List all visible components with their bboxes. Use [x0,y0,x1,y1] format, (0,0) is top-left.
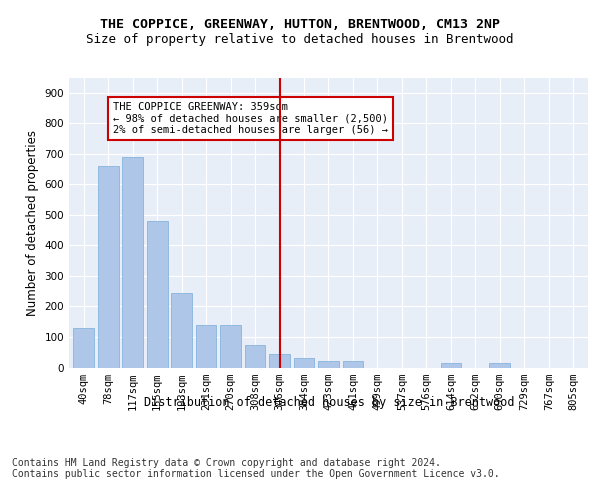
Bar [73,328,94,368]
Bar [98,166,119,368]
Bar [122,157,143,368]
Bar [171,292,192,368]
Bar [269,354,290,368]
Bar [440,363,461,368]
Text: THE COPPICE, GREENWAY, HUTTON, BRENTWOOD, CM13 2NP: THE COPPICE, GREENWAY, HUTTON, BRENTWOOD… [100,18,500,30]
Bar [147,221,167,368]
Bar [293,358,314,368]
Y-axis label: Number of detached properties: Number of detached properties [26,130,39,316]
Text: Contains HM Land Registry data © Crown copyright and database right 2024.
Contai: Contains HM Land Registry data © Crown c… [12,458,500,479]
Bar [220,325,241,368]
Bar [245,344,265,368]
Bar [343,362,364,368]
Text: Distribution of detached houses by size in Brentwood: Distribution of detached houses by size … [143,396,514,409]
Bar [490,363,510,368]
Text: Size of property relative to detached houses in Brentwood: Size of property relative to detached ho… [86,32,514,46]
Bar [318,362,339,368]
Text: THE COPPICE GREENWAY: 359sqm
← 98% of detached houses are smaller (2,500)
2% of : THE COPPICE GREENWAY: 359sqm ← 98% of de… [113,102,388,135]
Bar [196,325,217,368]
